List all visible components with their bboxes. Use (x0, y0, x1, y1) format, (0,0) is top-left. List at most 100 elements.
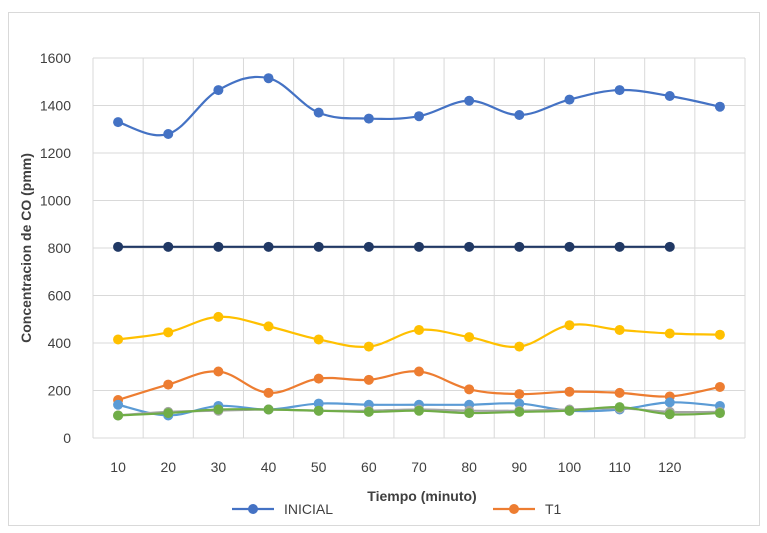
data-point (514, 110, 525, 120)
legend-label: INICIAL (284, 501, 333, 517)
data-point (363, 406, 374, 417)
data-point (163, 129, 174, 139)
data-point (664, 397, 675, 408)
x-tick-label: 70 (411, 459, 427, 475)
data-point (414, 111, 424, 122)
data-point (113, 334, 124, 345)
data-point (313, 398, 324, 409)
data-point (414, 241, 424, 252)
x-tick-label: 80 (461, 459, 477, 475)
data-point (564, 386, 575, 397)
grid-lines (92, 57, 746, 439)
x-tick-label: 50 (311, 459, 327, 475)
data-point (263, 404, 274, 415)
data-point (464, 332, 475, 343)
data-point (263, 387, 274, 398)
data-point (564, 241, 575, 252)
data-point (263, 321, 274, 332)
y-tick-label: 800 (48, 240, 72, 256)
x-tick-label: 20 (160, 459, 176, 475)
y-tick-label: 1200 (40, 145, 71, 161)
data-point (313, 241, 324, 252)
series-points (113, 73, 725, 421)
x-tick-label: 40 (261, 459, 277, 475)
data-point (163, 327, 174, 338)
data-point (213, 404, 224, 415)
data-point (514, 406, 525, 417)
data-point (464, 95, 475, 106)
data-point (614, 324, 625, 335)
data-point (664, 241, 675, 252)
data-point (363, 241, 374, 252)
data-point (263, 73, 274, 84)
data-point (664, 409, 675, 420)
data-point (313, 405, 324, 416)
data-point (113, 410, 124, 421)
x-tick-label: 60 (361, 459, 377, 475)
data-point (514, 398, 525, 409)
legend-label: T1 (545, 501, 562, 517)
y-axis-title: Concentracion de CO (pmm) (18, 153, 34, 343)
data-point (113, 117, 124, 128)
data-point (313, 334, 324, 345)
y-tick-label: 400 (48, 335, 72, 351)
data-point (564, 320, 575, 331)
data-point (514, 241, 525, 252)
data-point (614, 85, 625, 96)
data-point (263, 241, 274, 252)
data-point (363, 341, 374, 352)
data-point (113, 399, 124, 410)
y-tick-label: 200 (48, 383, 72, 399)
data-point (614, 241, 625, 252)
x-tick-label: 90 (512, 459, 528, 475)
legend-marker (509, 504, 519, 514)
data-point (113, 241, 124, 252)
x-tick-label: 30 (211, 459, 227, 475)
y-axis-ticks: 0 200 400 600 800 1000 1200 1400 1600 (40, 50, 71, 446)
data-point (714, 408, 725, 419)
y-tick-label: 1600 (40, 50, 71, 66)
x-tick-label: 10 (110, 459, 126, 475)
legend-marker (248, 504, 258, 514)
x-tick-label: 120 (658, 459, 682, 475)
data-point (464, 241, 475, 252)
data-point (664, 91, 675, 101)
y-tick-label: 0 (63, 430, 71, 446)
data-point (714, 381, 725, 392)
data-point (714, 101, 725, 112)
data-point (313, 373, 324, 384)
x-tick-label: 100 (558, 459, 582, 475)
data-point (414, 324, 424, 335)
data-point (213, 85, 224, 96)
data-point (213, 366, 224, 377)
series-line-0 (117, 75, 721, 137)
data-point (363, 113, 374, 124)
data-point (414, 405, 424, 416)
data-point (464, 408, 475, 419)
data-point (414, 366, 424, 377)
data-point (514, 389, 525, 400)
data-point (714, 329, 725, 340)
y-tick-label: 1400 (40, 98, 71, 114)
data-point (464, 384, 475, 395)
data-point (564, 405, 575, 416)
data-point (664, 328, 675, 339)
data-point (213, 241, 224, 252)
data-point (163, 241, 174, 252)
x-axis-title: Tiempo (minuto) (367, 488, 476, 504)
chart-frame (8, 12, 760, 526)
y-tick-label: 1000 (40, 193, 71, 209)
x-axis-ticks: 10 20 30 40 50 60 70 80 90 100 110 120 (110, 459, 681, 475)
data-point (514, 341, 525, 352)
data-point (363, 374, 374, 385)
data-point (614, 402, 625, 413)
data-point (313, 107, 324, 118)
data-point (213, 311, 224, 322)
y-tick-label: 600 (48, 288, 72, 304)
x-tick-label: 110 (608, 459, 631, 475)
data-point (163, 379, 174, 390)
legend: INICIAL T1 (232, 501, 562, 517)
data-point (163, 408, 174, 419)
data-point (564, 94, 575, 105)
